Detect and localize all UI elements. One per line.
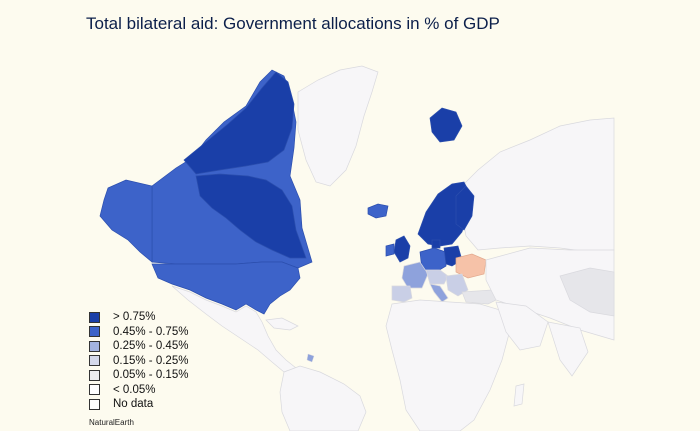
region-france[interactable] bbox=[401, 261, 429, 289]
legend-label: > 0.75% bbox=[113, 311, 156, 324]
legend-swatch bbox=[89, 340, 100, 352]
region-ukraine[interactable] bbox=[455, 253, 487, 279]
region-china[interactable] bbox=[559, 267, 615, 317]
legend-label: 0.45% - 0.75% bbox=[113, 325, 189, 338]
legend-swatch bbox=[89, 311, 100, 323]
legend-item-gt-075[interactable]: > 0.75% bbox=[89, 310, 188, 325]
region-italy[interactable] bbox=[429, 283, 449, 303]
region-svalbard[interactable] bbox=[429, 107, 463, 143]
legend-swatch bbox=[89, 355, 100, 367]
region-denmark[interactable] bbox=[431, 239, 441, 249]
page-title: Total bilateral aid: Government allocati… bbox=[86, 14, 500, 33]
region-turkey[interactable] bbox=[461, 289, 501, 305]
legend-item-lt-005[interactable]: < 0.05% bbox=[89, 383, 188, 398]
region-canada-islands bbox=[183, 71, 295, 175]
region-mexico[interactable] bbox=[171, 285, 297, 373]
legend-item-015-025[interactable]: 0.15% - 0.25% bbox=[89, 354, 188, 369]
region-usa[interactable] bbox=[151, 261, 301, 315]
region-uk[interactable] bbox=[393, 235, 411, 263]
region-middle-east[interactable] bbox=[495, 301, 549, 351]
region-russia[interactable] bbox=[457, 117, 615, 253]
legend-swatch bbox=[89, 398, 100, 410]
legend-swatch bbox=[89, 369, 100, 381]
region-africa[interactable] bbox=[385, 299, 511, 431]
region-canada-islands-2 bbox=[195, 173, 307, 259]
legend-item-025-045[interactable]: 0.25% - 0.45% bbox=[89, 339, 188, 354]
region-greenland[interactable] bbox=[297, 65, 379, 187]
region-alaska[interactable] bbox=[99, 179, 153, 263]
legend-label: 0.05% - 0.15% bbox=[113, 369, 189, 382]
region-finland[interactable] bbox=[455, 185, 475, 231]
region-ireland[interactable] bbox=[385, 243, 395, 257]
region-caribbean bbox=[265, 317, 299, 331]
source-label: NaturalEarth bbox=[89, 418, 134, 427]
region-iberia[interactable] bbox=[391, 285, 413, 303]
region-iceland[interactable] bbox=[367, 203, 389, 219]
legend-label: < 0.05% bbox=[113, 383, 156, 396]
region-india[interactable] bbox=[547, 321, 589, 377]
legend-label: No data bbox=[113, 398, 154, 411]
region-madagascar bbox=[513, 383, 525, 407]
legend-label: 0.15% - 0.25% bbox=[113, 354, 189, 367]
legend-item-045-075[interactable]: 0.45% - 0.75% bbox=[89, 325, 188, 340]
legend-label: 0.25% - 0.45% bbox=[113, 340, 189, 353]
region-small-island bbox=[306, 353, 315, 363]
legend-swatch bbox=[89, 384, 100, 396]
legend-item-no-data[interactable]: No data bbox=[89, 397, 188, 412]
legend: > 0.75% 0.45% - 0.75% 0.25% - 0.45% 0.15… bbox=[89, 310, 188, 412]
legend-item-005-015[interactable]: 0.05% - 0.15% bbox=[89, 368, 188, 383]
legend-swatch bbox=[89, 326, 100, 338]
region-south-america[interactable] bbox=[279, 365, 367, 431]
region-central-europe[interactable] bbox=[425, 269, 449, 285]
